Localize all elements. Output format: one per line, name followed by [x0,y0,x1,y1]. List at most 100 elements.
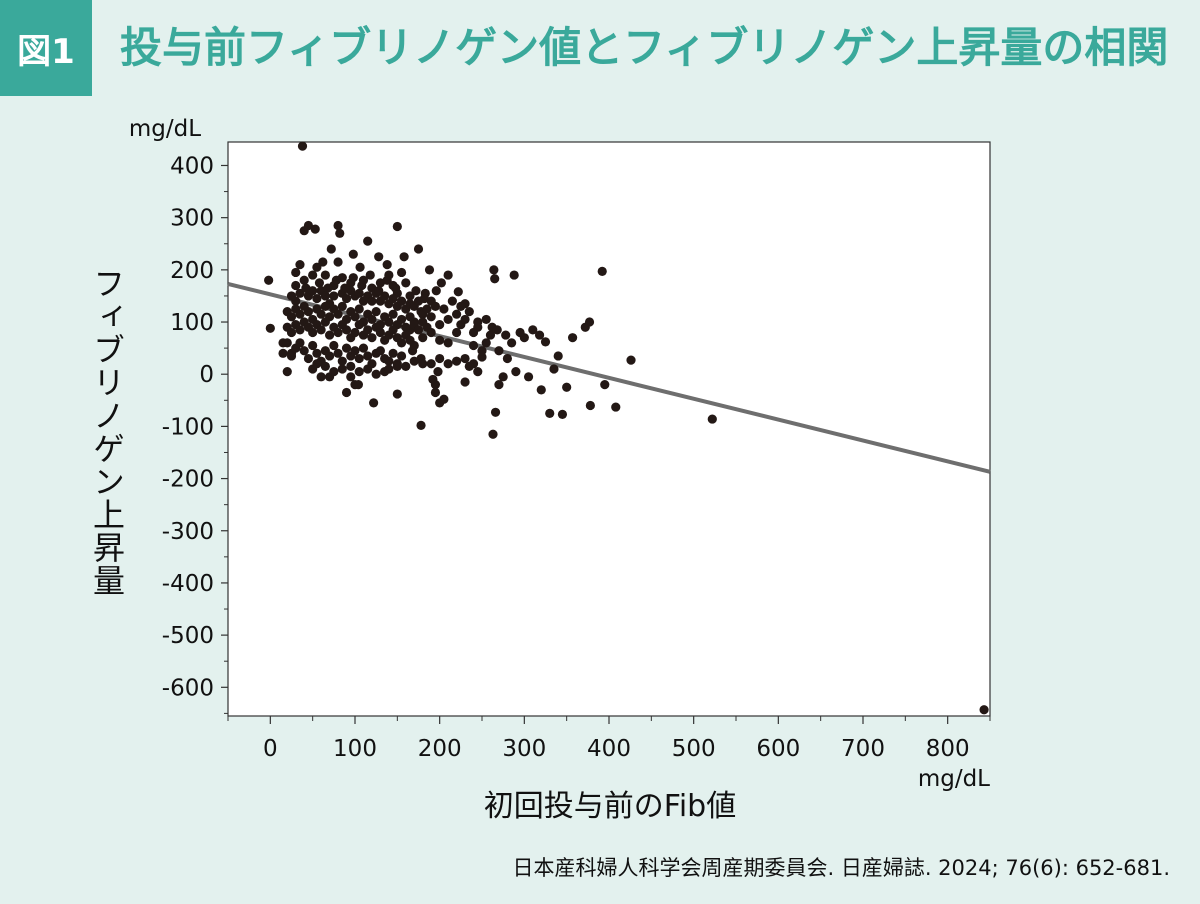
data-point [600,380,610,390]
data-point [452,309,462,319]
y-tick-label: -400 [162,571,214,597]
data-point [388,293,398,304]
x-tick-label: 600 [756,736,800,762]
y-tick-label: -200 [162,467,214,493]
data-point [341,343,352,353]
x-tick-label: 800 [926,736,970,762]
scatter-chart: 400 300 200 100 0 -100 -200 -300 -400 -500 -600 0 10… [129,116,991,824]
data-point [295,309,305,319]
data-point [460,314,470,325]
data-point [419,293,430,304]
data-point [388,325,398,335]
y-tick-label: 200 [170,258,214,284]
data-point [584,317,595,327]
axis-labels: mg/dL mg/dL 初回投与前のFib値 [129,116,990,824]
data-point [384,317,394,327]
data-point [299,275,309,285]
data-point [308,270,318,280]
data-point [494,380,504,390]
data-point [473,322,483,332]
data-point [435,353,445,364]
y-tick-label: -300 [162,519,214,545]
data-point [557,409,568,419]
data-point [341,293,352,304]
data-point [443,359,453,369]
data-point [562,382,572,392]
data-point [422,304,432,314]
data-point [329,367,339,377]
data-point [401,278,411,288]
data-point [384,364,394,374]
data-point [567,333,578,343]
data-point [473,367,483,377]
data-point [498,372,508,382]
data-point [488,429,498,439]
x-tick-label: 700 [841,736,885,762]
data-point [312,262,322,272]
data-point [282,338,292,348]
data-point [481,338,491,348]
data-point [350,346,360,356]
data-point [515,327,525,338]
data-point [301,283,311,293]
data-point [489,265,499,275]
data-point [418,333,428,343]
data-point [326,244,336,254]
data-point [308,327,318,338]
data-point [363,364,373,374]
data-point [369,398,379,408]
data-point [354,304,364,314]
data-point [333,309,343,319]
data-point [485,330,496,340]
data-point [468,359,479,369]
data-point [363,351,373,361]
y-axis-label: フィブリノゲン上昇量 [88,267,126,597]
figure-title: 投与前フィブリノゲン値とフィブリノゲン上昇量の相関 [120,23,1169,72]
data-points [264,141,989,715]
data-point [382,260,392,270]
data-point [430,301,441,311]
x-tick-label: 100 [333,736,377,762]
data-point [295,325,305,335]
data-point [312,359,322,369]
x-axis-label: 初回投与前のFib値 [484,789,736,824]
data-point [528,325,538,335]
data-point [409,340,419,351]
data-point [453,287,463,297]
data-point [494,346,504,356]
data-point [303,220,314,231]
data-point [346,372,356,382]
data-point [502,353,512,364]
data-point [424,265,435,275]
data-point [396,296,407,306]
data-point [392,361,402,371]
y-tick-label: -100 [162,414,214,440]
data-point [333,257,343,267]
data-point [536,385,546,395]
y-tick-label: -600 [162,675,214,701]
data-point [320,317,330,327]
data-point [363,325,373,335]
data-point [333,220,343,231]
data-point [316,372,326,382]
data-point [348,273,358,283]
data-point [367,333,377,343]
data-point [439,394,449,404]
figure-header: 図1 投与前フィブリノゲン値とフィブリノゲン上昇量の相関 [0,0,1200,96]
x-unit-label: mg/dL [918,766,990,792]
data-point [392,221,402,232]
data-point [447,296,457,306]
plot-area [227,141,991,717]
data-point [435,335,445,345]
data-point [367,314,377,325]
data-point [413,325,424,335]
data-point [363,236,373,246]
data-point [433,367,443,377]
data-point [396,314,407,325]
data-point [431,286,441,296]
data-point [340,283,350,293]
data-point [490,274,500,284]
data-point [348,249,358,259]
data-point [430,387,441,398]
data-point [286,312,297,322]
